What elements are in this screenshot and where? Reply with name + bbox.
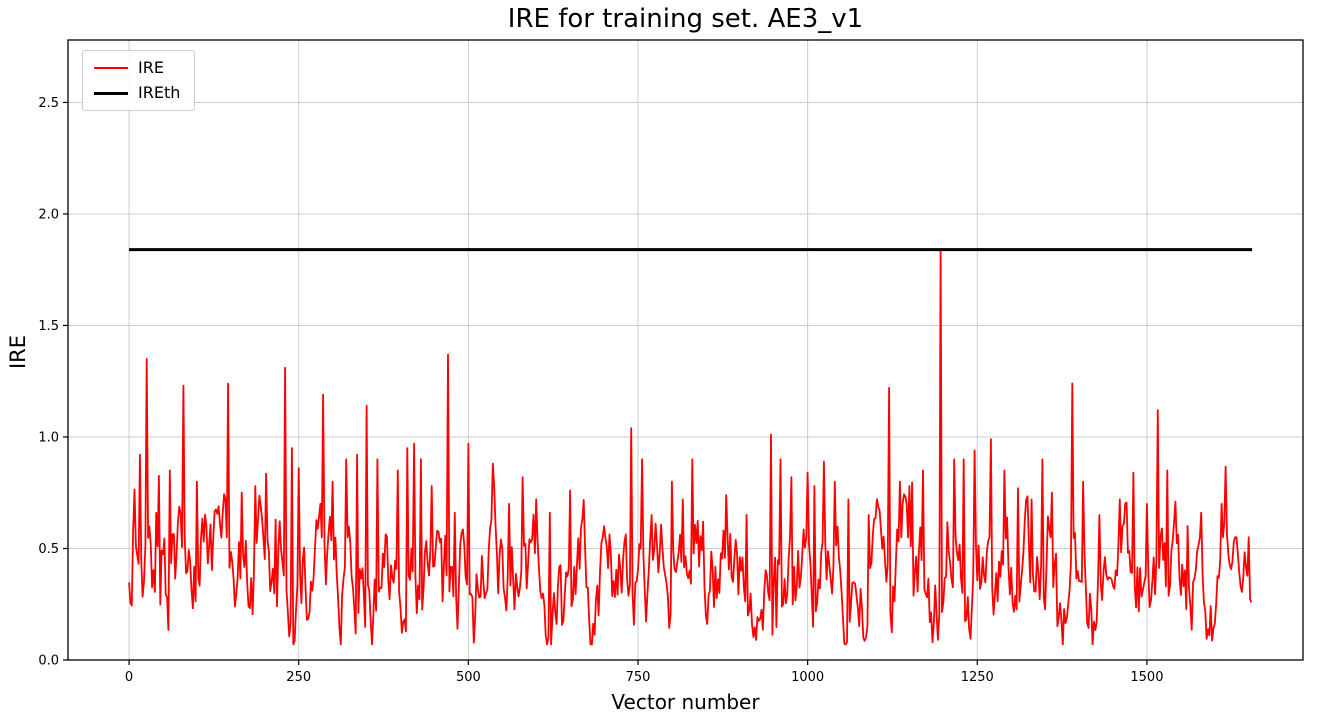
legend-label-ire: IRE xyxy=(138,58,164,77)
x-tick-label: 0 xyxy=(125,670,133,685)
y-axis-label: IRE xyxy=(6,334,30,370)
legend-entry-ireth: IREth xyxy=(94,85,180,101)
x-axis-label: Vector number xyxy=(611,690,760,714)
legend[interactable]: IRE IREth xyxy=(82,50,196,111)
x-tick-label: 250 xyxy=(286,670,311,685)
y-tick-label: 2.0 xyxy=(38,207,59,222)
y-tick-label: 0.5 xyxy=(38,542,59,557)
chart-title: IRE for training set. AE3_v1 xyxy=(507,4,864,34)
legend-entry-ire: IRE xyxy=(94,60,180,76)
x-tick-label: 1500 xyxy=(1130,670,1163,685)
y-tick-label: 1.0 xyxy=(38,430,59,445)
ire-line xyxy=(128,248,1253,646)
x-tick-label: 500 xyxy=(456,670,481,685)
y-tick-label: 0.0 xyxy=(38,654,59,669)
legend-line-swatch-ireth xyxy=(94,91,128,95)
legend-line-swatch-ire xyxy=(94,67,128,69)
x-tick-label: 750 xyxy=(626,670,651,685)
x-tick-label: 1250 xyxy=(961,670,994,685)
x-tick-label: 1000 xyxy=(791,670,824,685)
legend-label-ireth: IREth xyxy=(138,83,181,102)
y-tick-label: 1.5 xyxy=(38,319,59,334)
y-tick-label: 2.5 xyxy=(38,96,59,111)
axes-border xyxy=(67,39,1304,661)
